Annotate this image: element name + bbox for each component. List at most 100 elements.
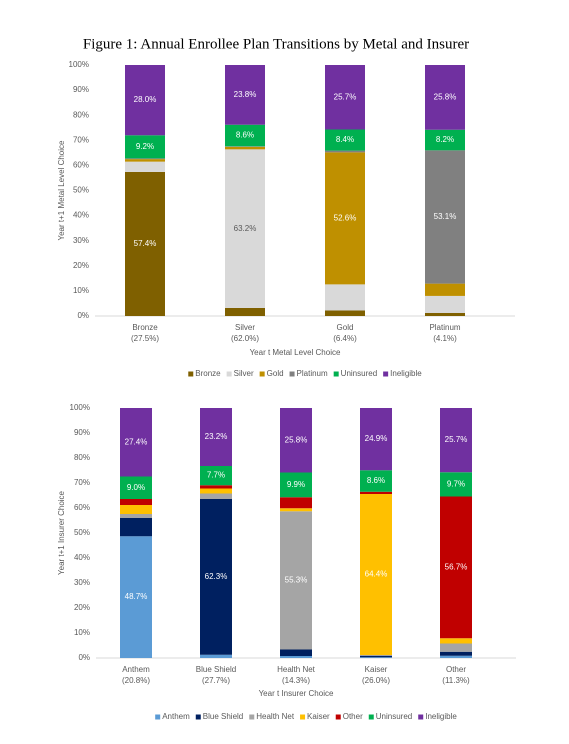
bar-segment <box>225 146 265 150</box>
value-label: 27.4% <box>125 437 148 446</box>
x-axis-title: Year t Metal Level Choice <box>250 348 341 357</box>
legend-label: Silver <box>234 369 254 378</box>
y-tick-label: 100% <box>69 60 89 69</box>
bar-segment <box>225 124 265 147</box>
bar-segment <box>200 408 232 466</box>
x-tick-share: (20.8%) <box>122 676 150 685</box>
value-label: 52.6% <box>334 213 357 222</box>
legend-swatch <box>226 371 232 377</box>
figure-title: Figure 1: Annual Enrollee Plan Transitio… <box>83 36 469 52</box>
x-tick-share: (4.1%) <box>433 334 457 343</box>
bar-segment <box>440 408 472 473</box>
bar-segment <box>200 485 232 489</box>
legend-swatch <box>333 371 339 377</box>
legend-label: Ineligible <box>425 712 457 721</box>
x-tick-share: (27.7%) <box>202 676 230 685</box>
bar-segment <box>425 312 465 316</box>
y-tick-label: 0% <box>77 311 89 320</box>
legend-label: Other <box>343 712 363 721</box>
legend-label: Anthem <box>162 712 190 721</box>
x-tick-label: Gold <box>337 323 354 332</box>
value-label: 24.9% <box>365 434 388 443</box>
value-label: 7.7% <box>207 471 225 480</box>
bar-segment <box>360 655 392 656</box>
legend-swatch <box>289 371 295 377</box>
value-label: 25.7% <box>445 435 468 444</box>
bar-segment <box>360 655 392 658</box>
legend-label: Uninsured <box>376 712 412 721</box>
legend-label: Ineligible <box>390 369 422 378</box>
bar-segment <box>280 511 312 650</box>
bar-segment <box>360 408 392 471</box>
value-label: 23.8% <box>234 90 257 99</box>
legend-label: Health Net <box>256 712 295 721</box>
bar-segment <box>120 536 152 658</box>
y-tick-label: 50% <box>74 528 90 537</box>
x-tick-label: Anthem <box>122 665 150 674</box>
value-label: 8.4% <box>336 135 354 144</box>
y-tick-label: 40% <box>74 553 90 562</box>
x-tick-share: (62.0%) <box>231 334 259 343</box>
y-tick-label: 90% <box>73 85 89 94</box>
bar-segment <box>120 505 152 514</box>
value-label: 55.3% <box>285 575 308 584</box>
value-label: 25.7% <box>334 92 357 101</box>
bar-segment <box>125 159 165 162</box>
bar-segment <box>440 655 472 658</box>
x-tick-share: (27.5%) <box>131 334 159 343</box>
y-tick-label: 20% <box>73 261 89 270</box>
bar-segment <box>120 499 152 505</box>
value-label: 48.7% <box>125 592 148 601</box>
y-axis-title: Year t+1 Insurer Choice <box>57 490 66 575</box>
bar-segment <box>280 649 312 656</box>
value-label: 9.2% <box>136 142 154 151</box>
x-tick-label: Kaiser <box>365 665 388 674</box>
value-label: 9.9% <box>287 480 305 489</box>
legend-label: Platinum <box>297 369 328 378</box>
legend-swatch <box>368 714 374 720</box>
value-label: 56.7% <box>445 562 468 571</box>
y-tick-label: 80% <box>73 110 89 119</box>
bar-segment <box>360 657 392 658</box>
value-label: 8.2% <box>436 135 454 144</box>
bar-segment <box>325 284 365 311</box>
legend-swatch <box>259 371 265 377</box>
value-label: 25.8% <box>285 435 308 444</box>
value-label: 9.7% <box>447 479 465 488</box>
bar-segment <box>280 508 312 512</box>
legend-label: Kaiser <box>307 712 330 721</box>
bar-segment <box>425 150 465 284</box>
value-label: 53.1% <box>434 212 457 221</box>
x-tick-label: Bronze <box>132 323 158 332</box>
bar-segment <box>325 129 365 151</box>
value-label: 8.6% <box>236 131 254 140</box>
value-label: 25.8% <box>434 92 457 101</box>
bar-segment <box>360 494 392 655</box>
bar-segment <box>125 171 165 316</box>
y-tick-label: 100% <box>70 403 90 412</box>
bar-segment <box>200 488 232 494</box>
bar-segment <box>120 408 152 477</box>
bar-segment <box>425 65 465 130</box>
bar-segment <box>440 651 472 656</box>
x-tick-share: (14.3%) <box>282 676 310 685</box>
legend-swatch <box>418 714 424 720</box>
x-tick-label: Health Net <box>277 665 316 674</box>
bar-segment <box>200 466 232 486</box>
bar-segment <box>360 491 392 494</box>
x-tick-label: Platinum <box>429 323 460 332</box>
bar-segment <box>225 149 265 308</box>
y-tick-label: 60% <box>74 503 90 512</box>
legend-swatch <box>249 714 255 720</box>
bar-segment <box>280 408 312 473</box>
value-label: 63.2% <box>234 224 257 233</box>
value-label: 57.4% <box>134 239 157 248</box>
value-label: 9.0% <box>127 483 145 492</box>
bar-segment <box>200 654 232 658</box>
legend-swatch <box>188 371 194 377</box>
bar-segment <box>120 518 152 537</box>
value-label: 8.6% <box>367 476 385 485</box>
bar-segment <box>225 65 265 125</box>
bar-segment <box>425 295 465 313</box>
